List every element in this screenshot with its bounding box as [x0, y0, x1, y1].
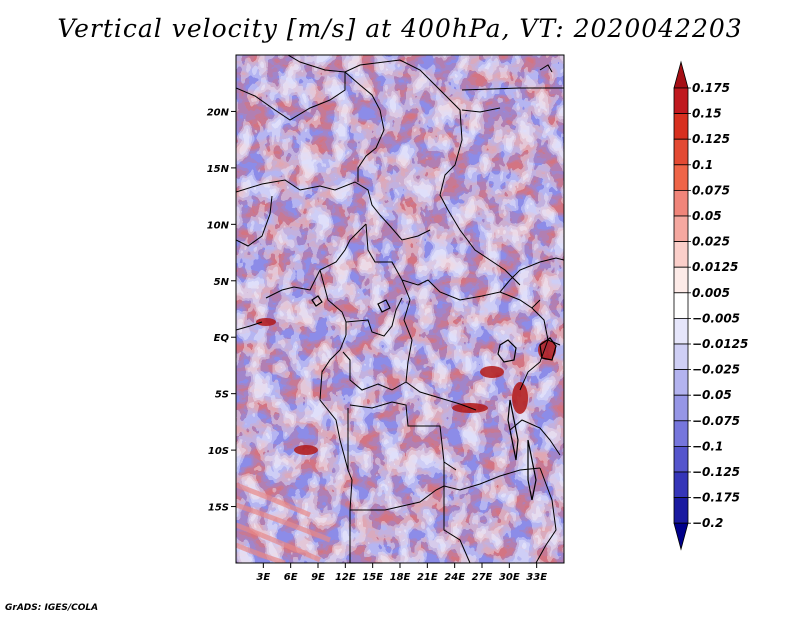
y-tick-label: 20N — [207, 107, 230, 118]
y-tick-label: 10N — [207, 220, 230, 231]
colorbar-segment — [673, 164, 689, 191]
colorbar-label: −0.0125 — [692, 337, 748, 351]
colorbar-segment — [673, 343, 689, 371]
colorbar-label: 0.175 — [692, 81, 730, 95]
x-tick-label: 18E — [390, 572, 411, 583]
grads-credit: GrADS: IGES/COLA — [5, 603, 99, 613]
colorbar-label: 0.075 — [692, 183, 730, 197]
colorbar-segment — [673, 317, 689, 345]
colorbar-label: −0.005 — [692, 311, 740, 325]
colorbar-label: −0.075 — [692, 414, 740, 428]
colorbar-segment — [673, 471, 689, 499]
colorbar-label: −0.1 — [692, 439, 723, 453]
colorbar-segment — [673, 189, 689, 217]
colorbar-label: −0.175 — [692, 491, 740, 505]
x-axis: 3E 6E 9E 12E 15E 18E 21E 24E 27E 30E 33E — [256, 563, 547, 583]
colorbar-label: 0.1 — [692, 158, 713, 172]
x-tick-label: 6E — [284, 572, 298, 583]
colorbar-label: −0.025 — [692, 363, 740, 377]
y-tick-label: 10S — [208, 446, 229, 457]
colorbar-label: 0.0125 — [692, 260, 738, 274]
colorbar-segment — [673, 241, 689, 268]
x-tick-label: 24E — [444, 572, 465, 583]
x-tick-label: 9E — [311, 572, 325, 583]
x-tick-label: 15E — [362, 572, 383, 583]
colorbar-segment — [673, 87, 689, 115]
colorbar-segment — [673, 215, 689, 243]
x-tick-label: 33E — [526, 572, 547, 583]
colorbar-label: 0.005 — [692, 286, 730, 300]
colorbar-segment — [673, 292, 689, 319]
x-tick-label: 27E — [472, 572, 493, 583]
atlantic-streaks — [236, 482, 331, 563]
colorbar-label: −0.05 — [692, 388, 732, 402]
colorbar-bottom-arrow — [673, 522, 689, 551]
y-tick-label: 15S — [208, 503, 229, 514]
y-tick-label: EQ — [214, 333, 230, 344]
x-tick-label: 30E — [499, 572, 520, 583]
colorbar: 0.175 0.15 0.125 0.1 0.075 0.05 0.025 0.0125 0.0… — [673, 60, 748, 551]
colorbar-segment — [673, 369, 689, 396]
velocity-field — [236, 55, 564, 563]
colorbar-segment — [673, 113, 689, 140]
colorbar-segment — [673, 420, 689, 447]
y-tick-label: 5S — [215, 390, 229, 401]
colorbar-segment — [673, 497, 689, 524]
colorbar-label: 0.15 — [692, 107, 722, 121]
colorbar-label: −0.125 — [692, 465, 740, 479]
lakes — [311, 295, 557, 501]
colorbar-label: 0.05 — [692, 209, 722, 223]
colorbar-segment — [673, 266, 689, 294]
y-axis: 20N 15N 10N 5N EQ 5S 10S 15S — [207, 107, 236, 514]
map-title: Vertical velocity [m/s] at 400hPa, VT: 2… — [57, 14, 743, 43]
y-tick-label: 15N — [207, 164, 230, 175]
colorbar-segment — [673, 138, 689, 166]
x-tick-label: 3E — [256, 572, 270, 583]
y-tick-label: 5N — [214, 277, 230, 288]
colorbar-top-arrow — [673, 60, 689, 89]
colorbar-segment — [673, 445, 689, 473]
x-tick-label: 21E — [417, 572, 438, 583]
x-tick-label: 12E — [335, 572, 356, 583]
colorbar-segment — [673, 394, 689, 422]
colorbar-label: 0.025 — [692, 235, 730, 249]
colorbar-label: −0.2 — [692, 516, 723, 530]
colorbar-label: 0.125 — [692, 132, 730, 146]
